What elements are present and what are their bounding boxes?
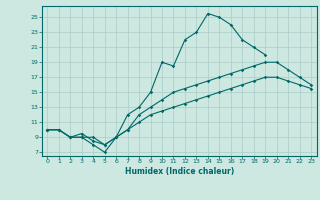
X-axis label: Humidex (Indice chaleur): Humidex (Indice chaleur)	[124, 167, 234, 176]
